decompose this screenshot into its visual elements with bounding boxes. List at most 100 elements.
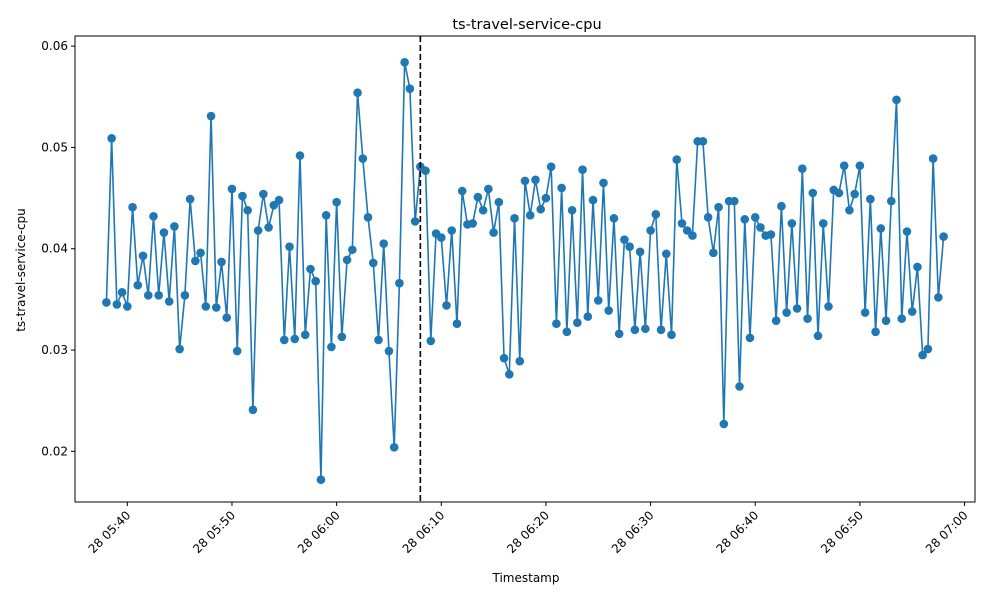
data-point <box>164 297 174 306</box>
data-point <box>112 300 122 309</box>
data-point <box>860 308 870 317</box>
data-point <box>499 353 509 363</box>
data-point <box>886 196 896 206</box>
data-point <box>227 184 237 194</box>
data-point <box>777 201 786 211</box>
data-point <box>473 192 483 202</box>
data-point <box>745 333 755 343</box>
data-point <box>855 161 865 170</box>
data-point <box>588 195 598 205</box>
chart-title: ts-travel-service-cpu <box>452 17 601 33</box>
data-point <box>123 302 132 311</box>
data-point <box>876 224 886 233</box>
data-point <box>562 327 572 337</box>
data-point <box>850 189 859 199</box>
data-point <box>907 307 917 316</box>
data-point <box>688 231 697 240</box>
data-point <box>672 155 682 164</box>
data-point <box>452 319 462 329</box>
data-point <box>923 344 933 354</box>
data-point <box>206 111 216 121</box>
data-point <box>342 255 352 265</box>
data-point <box>316 475 326 485</box>
data-point <box>787 219 797 228</box>
data-point <box>792 304 802 313</box>
data-point <box>866 194 875 204</box>
data-point <box>913 262 922 272</box>
data-point <box>185 194 195 204</box>
data-point <box>300 330 310 340</box>
data-point <box>280 335 289 345</box>
data-point <box>290 334 300 344</box>
data-point <box>436 233 446 242</box>
data-point <box>143 291 153 300</box>
data-point <box>614 329 624 339</box>
data-point <box>599 178 608 188</box>
data-point <box>824 302 833 311</box>
data-point <box>327 342 336 352</box>
data-point <box>238 191 247 201</box>
data-point <box>149 212 158 221</box>
data-point <box>583 312 593 321</box>
data-point <box>892 95 901 105</box>
data-point <box>306 264 315 274</box>
data-point <box>243 205 252 215</box>
data-point <box>798 164 807 174</box>
data-point <box>274 195 284 205</box>
data-point <box>133 280 143 290</box>
data-point <box>128 202 137 212</box>
data-point <box>808 188 818 198</box>
data-point <box>646 226 655 235</box>
data-point <box>918 350 927 360</box>
data-point <box>818 219 828 228</box>
data-point <box>510 214 519 223</box>
data-point <box>520 176 530 186</box>
data-point <box>457 186 467 196</box>
data-point <box>159 228 169 237</box>
plot-area <box>102 36 948 502</box>
data-point <box>536 204 545 214</box>
data-point <box>719 419 729 429</box>
data-point <box>494 197 504 207</box>
data-point <box>295 151 305 160</box>
data-point <box>730 196 739 206</box>
data-point <box>677 219 687 228</box>
data-point <box>714 202 723 212</box>
data-point <box>358 154 368 163</box>
data-point <box>285 242 294 252</box>
data-point <box>484 184 493 194</box>
data-point <box>750 213 760 222</box>
data-point <box>374 335 383 345</box>
data-point <box>384 346 394 356</box>
data-point <box>740 215 750 224</box>
data-point <box>578 165 587 175</box>
data-point <box>363 213 373 222</box>
data-point <box>478 205 488 215</box>
data-point <box>264 223 273 232</box>
data-point <box>630 325 640 335</box>
data-point <box>154 291 164 300</box>
data-point <box>102 298 111 307</box>
y-tick-label: 0.02 <box>41 444 68 458</box>
data-point <box>620 235 629 244</box>
data-point <box>871 327 880 337</box>
data-point <box>939 232 948 241</box>
data-point <box>756 223 765 232</box>
data-point <box>803 314 812 323</box>
data-point <box>593 296 603 305</box>
data-point <box>421 166 430 176</box>
data-point <box>170 222 179 231</box>
data-point <box>928 154 938 163</box>
data-point <box>546 162 556 171</box>
data-point <box>771 316 781 325</box>
data-point <box>410 217 420 226</box>
data-point <box>625 242 634 252</box>
data-point <box>117 288 127 297</box>
data-point <box>641 324 650 334</box>
data-point <box>196 248 205 258</box>
data-point <box>175 344 184 354</box>
data-point <box>211 303 221 312</box>
y-axis: 0.02 0.03 0.04 0.05 0.06 <box>41 39 75 458</box>
y-tick-label: 0.04 <box>41 242 68 256</box>
